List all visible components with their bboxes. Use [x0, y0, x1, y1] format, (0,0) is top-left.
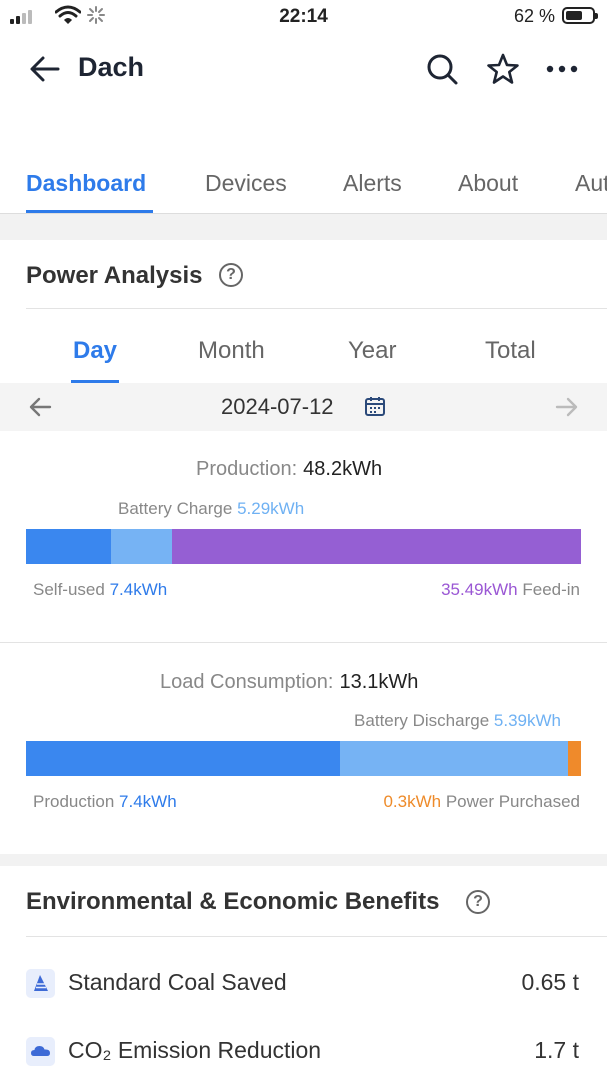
battery-percent: 62 %: [513, 6, 555, 26]
production-label: Production:: [196, 458, 298, 480]
wifi-icon: [55, 5, 81, 24]
battery-icon: [562, 7, 598, 24]
production-total: Production: 48.2kWh: [196, 458, 382, 481]
power-purchased-value: 0.3kWh: [383, 792, 442, 811]
bar-segment-battery-charge: [111, 529, 173, 564]
period-tab-year[interactable]: Year: [348, 337, 397, 364]
tab-devices[interactable]: Devices: [205, 170, 287, 196]
load-production-label: Production: [33, 792, 115, 811]
signal-icon: [10, 8, 32, 24]
period-tab-day[interactable]: Day: [73, 337, 118, 364]
feed-in-label: Feed-in: [522, 580, 580, 599]
bar-segment-battery-discharge: [339, 741, 569, 776]
benefit-label: Standard Coal Saved: [68, 969, 287, 995]
app-header: Dach Dashboard Devices Alerts About Aut: [0, 34, 607, 214]
self-used-label: Self-used: [33, 580, 105, 599]
tab-alerts[interactable]: Alerts: [343, 170, 402, 196]
selected-date[interactable]: 2024-07-12: [221, 394, 334, 419]
power-purchased-line: 0.3kWh Power Purchased: [383, 792, 580, 812]
help-icon[interactable]: ?: [219, 263, 243, 287]
tab-aut[interactable]: Aut: [575, 170, 607, 196]
load-consumption-total: Load Consumption: 13.1kWh: [160, 671, 418, 694]
production-bar: [26, 529, 581, 564]
date-navigator: 2024-07-12: [0, 383, 607, 431]
battery-discharge-label: Battery Discharge: [354, 711, 490, 730]
benefit-row-co2: CO₂ Emission Reduction 1.7 t: [26, 1035, 579, 1069]
period-tab-total[interactable]: Total: [485, 337, 536, 364]
feed-in-value: 35.49kWh: [441, 580, 518, 599]
tab-dashboard[interactable]: Dashboard: [26, 170, 147, 196]
load-consumption-value: 13.1kWh: [339, 671, 419, 693]
active-period-indicator: [71, 380, 119, 383]
search-icon[interactable]: [425, 52, 459, 86]
divider: [26, 308, 607, 309]
bar-segment-self-used: [26, 529, 112, 564]
next-date-arrow-icon[interactable]: [554, 394, 580, 420]
co2-icon: [26, 1037, 55, 1066]
page-title: Dach: [78, 52, 145, 82]
load-production-value: 7.4kWh: [119, 792, 177, 811]
battery-discharge-value: 5.39kWh: [493, 711, 561, 730]
loading-spinner-icon: [87, 6, 105, 24]
calendar-icon[interactable]: [364, 395, 386, 417]
benefits-card: Environmental & Economic Benefits ? Stan…: [0, 866, 607, 1080]
self-used-value: 7.4kWh: [109, 580, 168, 599]
period-tab-month[interactable]: Month: [198, 337, 265, 364]
production-value: 48.2kWh: [303, 458, 383, 480]
benefit-row-coal: Standard Coal Saved 0.65 t: [26, 967, 579, 1001]
self-used-line: Self-used 7.4kWh: [33, 580, 167, 600]
feed-in-line: 35.49kWh Feed-in: [441, 580, 580, 600]
help-icon[interactable]: ?: [466, 890, 490, 914]
bar-segment-power-purchased: [568, 741, 581, 776]
load-consumption-label: Load Consumption:: [160, 671, 334, 693]
power-analysis-card: Power Analysis ? Day Month Year Total 20…: [0, 240, 607, 854]
divider: [0, 642, 607, 643]
power-purchased-label: Power Purchased: [445, 792, 580, 811]
load-production-line: Production 7.4kWh: [33, 792, 177, 812]
benefit-value: 0.65 t: [521, 969, 579, 995]
coal-icon: [26, 969, 55, 998]
previous-date-arrow-icon[interactable]: [27, 394, 53, 420]
bar-segment-feed-in: [172, 529, 581, 564]
battery-charge-line: Battery Charge 5.29kWh: [118, 499, 304, 519]
power-analysis-title: Power Analysis: [26, 262, 203, 289]
load-consumption-bar: [26, 741, 581, 776]
status-bar: 22:14 62 %: [0, 0, 607, 34]
bar-segment-production: [26, 741, 340, 776]
divider: [26, 936, 607, 937]
benefits-title: Environmental & Economic Benefits: [26, 888, 440, 915]
battery-discharge-line: Battery Discharge 5.39kWh: [354, 711, 561, 731]
more-icon[interactable]: [545, 52, 579, 86]
active-tab-indicator: [26, 210, 153, 213]
star-icon[interactable]: [486, 52, 520, 86]
battery-charge-value: 5.29kWh: [237, 499, 305, 518]
status-time: 22:14: [279, 6, 328, 27]
main-tabs: Dashboard Devices Alerts About Aut: [0, 170, 607, 214]
tab-about[interactable]: About: [458, 170, 519, 196]
benefit-label: CO₂ Emission Reduction: [68, 1037, 322, 1063]
battery-charge-label: Battery Charge: [118, 499, 233, 518]
back-arrow-icon[interactable]: [28, 54, 62, 84]
benefit-value: 1.7 t: [534, 1037, 579, 1063]
